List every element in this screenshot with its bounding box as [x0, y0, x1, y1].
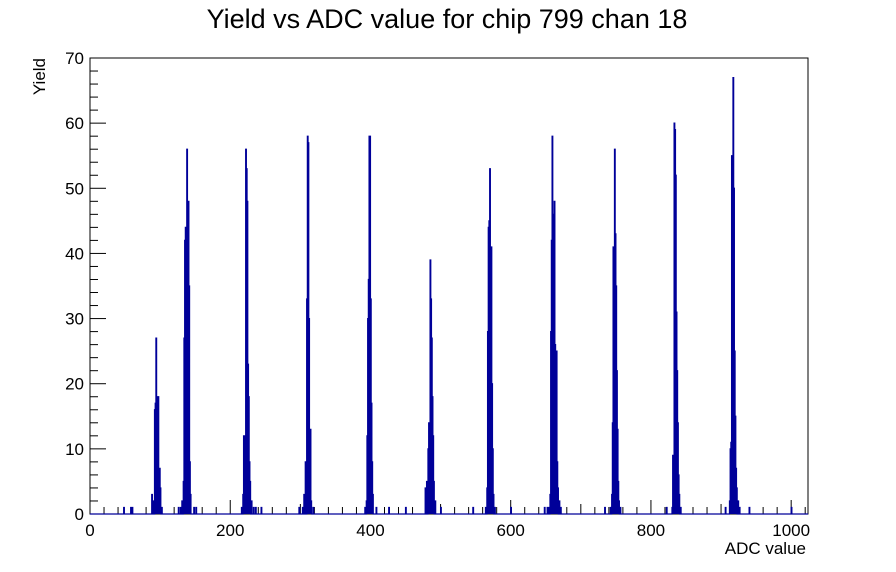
x-tick-label: 400 — [356, 521, 384, 540]
x-tick-label: 600 — [497, 521, 525, 540]
x-tick-label: 0 — [85, 521, 94, 540]
x-tick-label: 1000 — [772, 521, 810, 540]
y-tick-label: 30 — [65, 310, 84, 329]
chart-title: Yield vs ADC value for chip 799 chan 18 — [207, 4, 688, 34]
x-tick-label: 800 — [637, 521, 665, 540]
x-tick-label: 200 — [216, 521, 244, 540]
y-tick-label: 70 — [65, 49, 84, 68]
y-tick-label: 40 — [65, 244, 84, 263]
y-tick-label: 60 — [65, 114, 84, 133]
y-tick-label: 50 — [65, 179, 84, 198]
y-tick-label: 10 — [65, 440, 84, 459]
histogram-series-line — [90, 76, 808, 515]
y-tick-label: 20 — [65, 375, 84, 394]
y-axis: 0 10 20 30 40 50 60 70 — [65, 49, 106, 524]
x-axis-label: ADC value — [725, 539, 806, 558]
plot-frame — [89, 57, 809, 515]
y-axis-label: Yield — [30, 58, 49, 95]
y-tick-label: 0 — [75, 505, 84, 524]
x-axis: 0 200 400 600 800 1000 — [85, 500, 810, 540]
